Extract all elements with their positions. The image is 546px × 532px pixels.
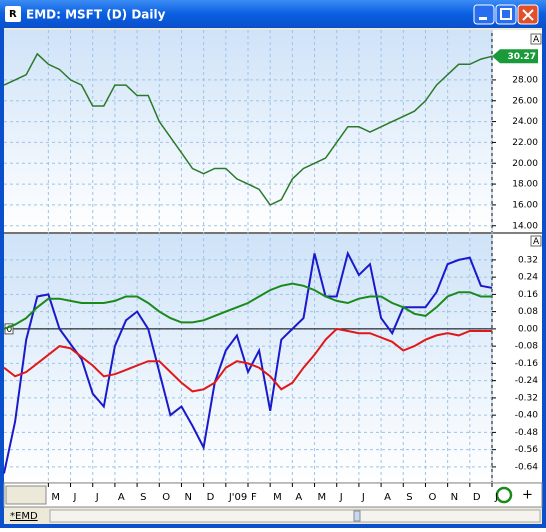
- maximize-button[interactable]: [495, 4, 517, 25]
- time-axis: [3, 482, 543, 508]
- x-tick-label: M: [273, 492, 282, 503]
- last-value-label: 30.27: [508, 52, 536, 62]
- x-tick-label: J: [494, 492, 498, 503]
- app-icon: [5, 6, 21, 22]
- minimize-button[interactable]: [473, 4, 495, 25]
- y-tick-label: 0.16: [518, 290, 538, 300]
- x-tick-label: D: [207, 492, 215, 503]
- y-tick-label: 18.00: [512, 180, 538, 190]
- y-tick-label: -0.40: [515, 411, 539, 421]
- scale-mode: A: [533, 237, 540, 247]
- y-tick-label: -0.64: [515, 462, 539, 472]
- x-tick-label: J: [361, 492, 365, 503]
- maximize-glyph: [500, 8, 512, 20]
- tab[interactable]: *EMD: [10, 511, 38, 522]
- y-tick-label: 26.00: [512, 96, 538, 106]
- data-line: [3, 250, 493, 474]
- x-tick-label: S: [406, 492, 412, 503]
- data-line: [3, 327, 492, 393]
- baseline-label: 0: [7, 325, 13, 335]
- y-tick-label: 0.24: [518, 273, 538, 283]
- y-tick-label: 20.00: [512, 159, 538, 169]
- app-icon-glyph: R: [9, 9, 17, 20]
- y-tick-label: -0.56: [515, 445, 539, 455]
- title-bar: [0, 0, 546, 28]
- y-tick-label: -0.08: [515, 342, 539, 352]
- data-line: [3, 282, 492, 330]
- scale-mode-box: [530, 33, 542, 45]
- x-tick-label: D: [473, 492, 481, 503]
- window-title: EMD: MSFT (D) Daily: [26, 8, 166, 22]
- y-tick-label: -0.48: [515, 428, 539, 438]
- refresh-button[interactable]: [495, 486, 513, 504]
- scale-mode: A: [533, 35, 540, 45]
- y-tick-label: -0.24: [515, 376, 539, 386]
- y-tick-label: 24.00: [512, 117, 538, 127]
- x-tick-label: J: [339, 492, 343, 503]
- scroll-thumb[interactable]: [353, 510, 361, 522]
- x-tick-label: M: [318, 492, 327, 503]
- x-tick-label: J'09: [228, 492, 247, 503]
- x-tick-label: A: [295, 492, 302, 503]
- last-value-tag: [492, 49, 538, 64]
- y-tick-label: 14.00: [512, 221, 538, 231]
- x-tick-label: N: [184, 492, 191, 503]
- x-tick-label: S: [140, 492, 146, 503]
- y-tick-label: 16.00: [512, 200, 538, 210]
- y-tick-label: 0.08: [518, 307, 538, 317]
- x-tick-label: J: [73, 492, 77, 503]
- data-line: [3, 52, 493, 206]
- axis-scroll-box[interactable]: [5, 485, 47, 505]
- x-tick-label: J: [95, 492, 99, 503]
- y-tick-label: 28.00: [512, 75, 538, 85]
- close-glyph: [522, 9, 534, 21]
- x-tick-label: M: [51, 492, 60, 503]
- y-tick-label: -0.16: [515, 359, 539, 369]
- y-tick-label: -0.32: [515, 393, 538, 403]
- x-tick-label: F: [251, 492, 257, 503]
- value-axis-area: [492, 30, 542, 482]
- x-tick-label: A: [118, 492, 125, 503]
- y-tick-label: 22.00: [512, 138, 538, 148]
- x-tick-label: A: [384, 492, 391, 503]
- x-tick-label: N: [451, 492, 458, 503]
- x-tick-label: O: [162, 492, 170, 503]
- y-tick-label: 0.32: [518, 255, 538, 265]
- scrollbar[interactable]: [49, 509, 541, 523]
- zoom-button[interactable]: +: [522, 488, 533, 503]
- minimize-glyph: [479, 17, 487, 20]
- x-tick-label: O: [428, 492, 436, 503]
- y-tick-label: 0.00: [518, 324, 538, 334]
- scale-mode-box: [530, 235, 542, 247]
